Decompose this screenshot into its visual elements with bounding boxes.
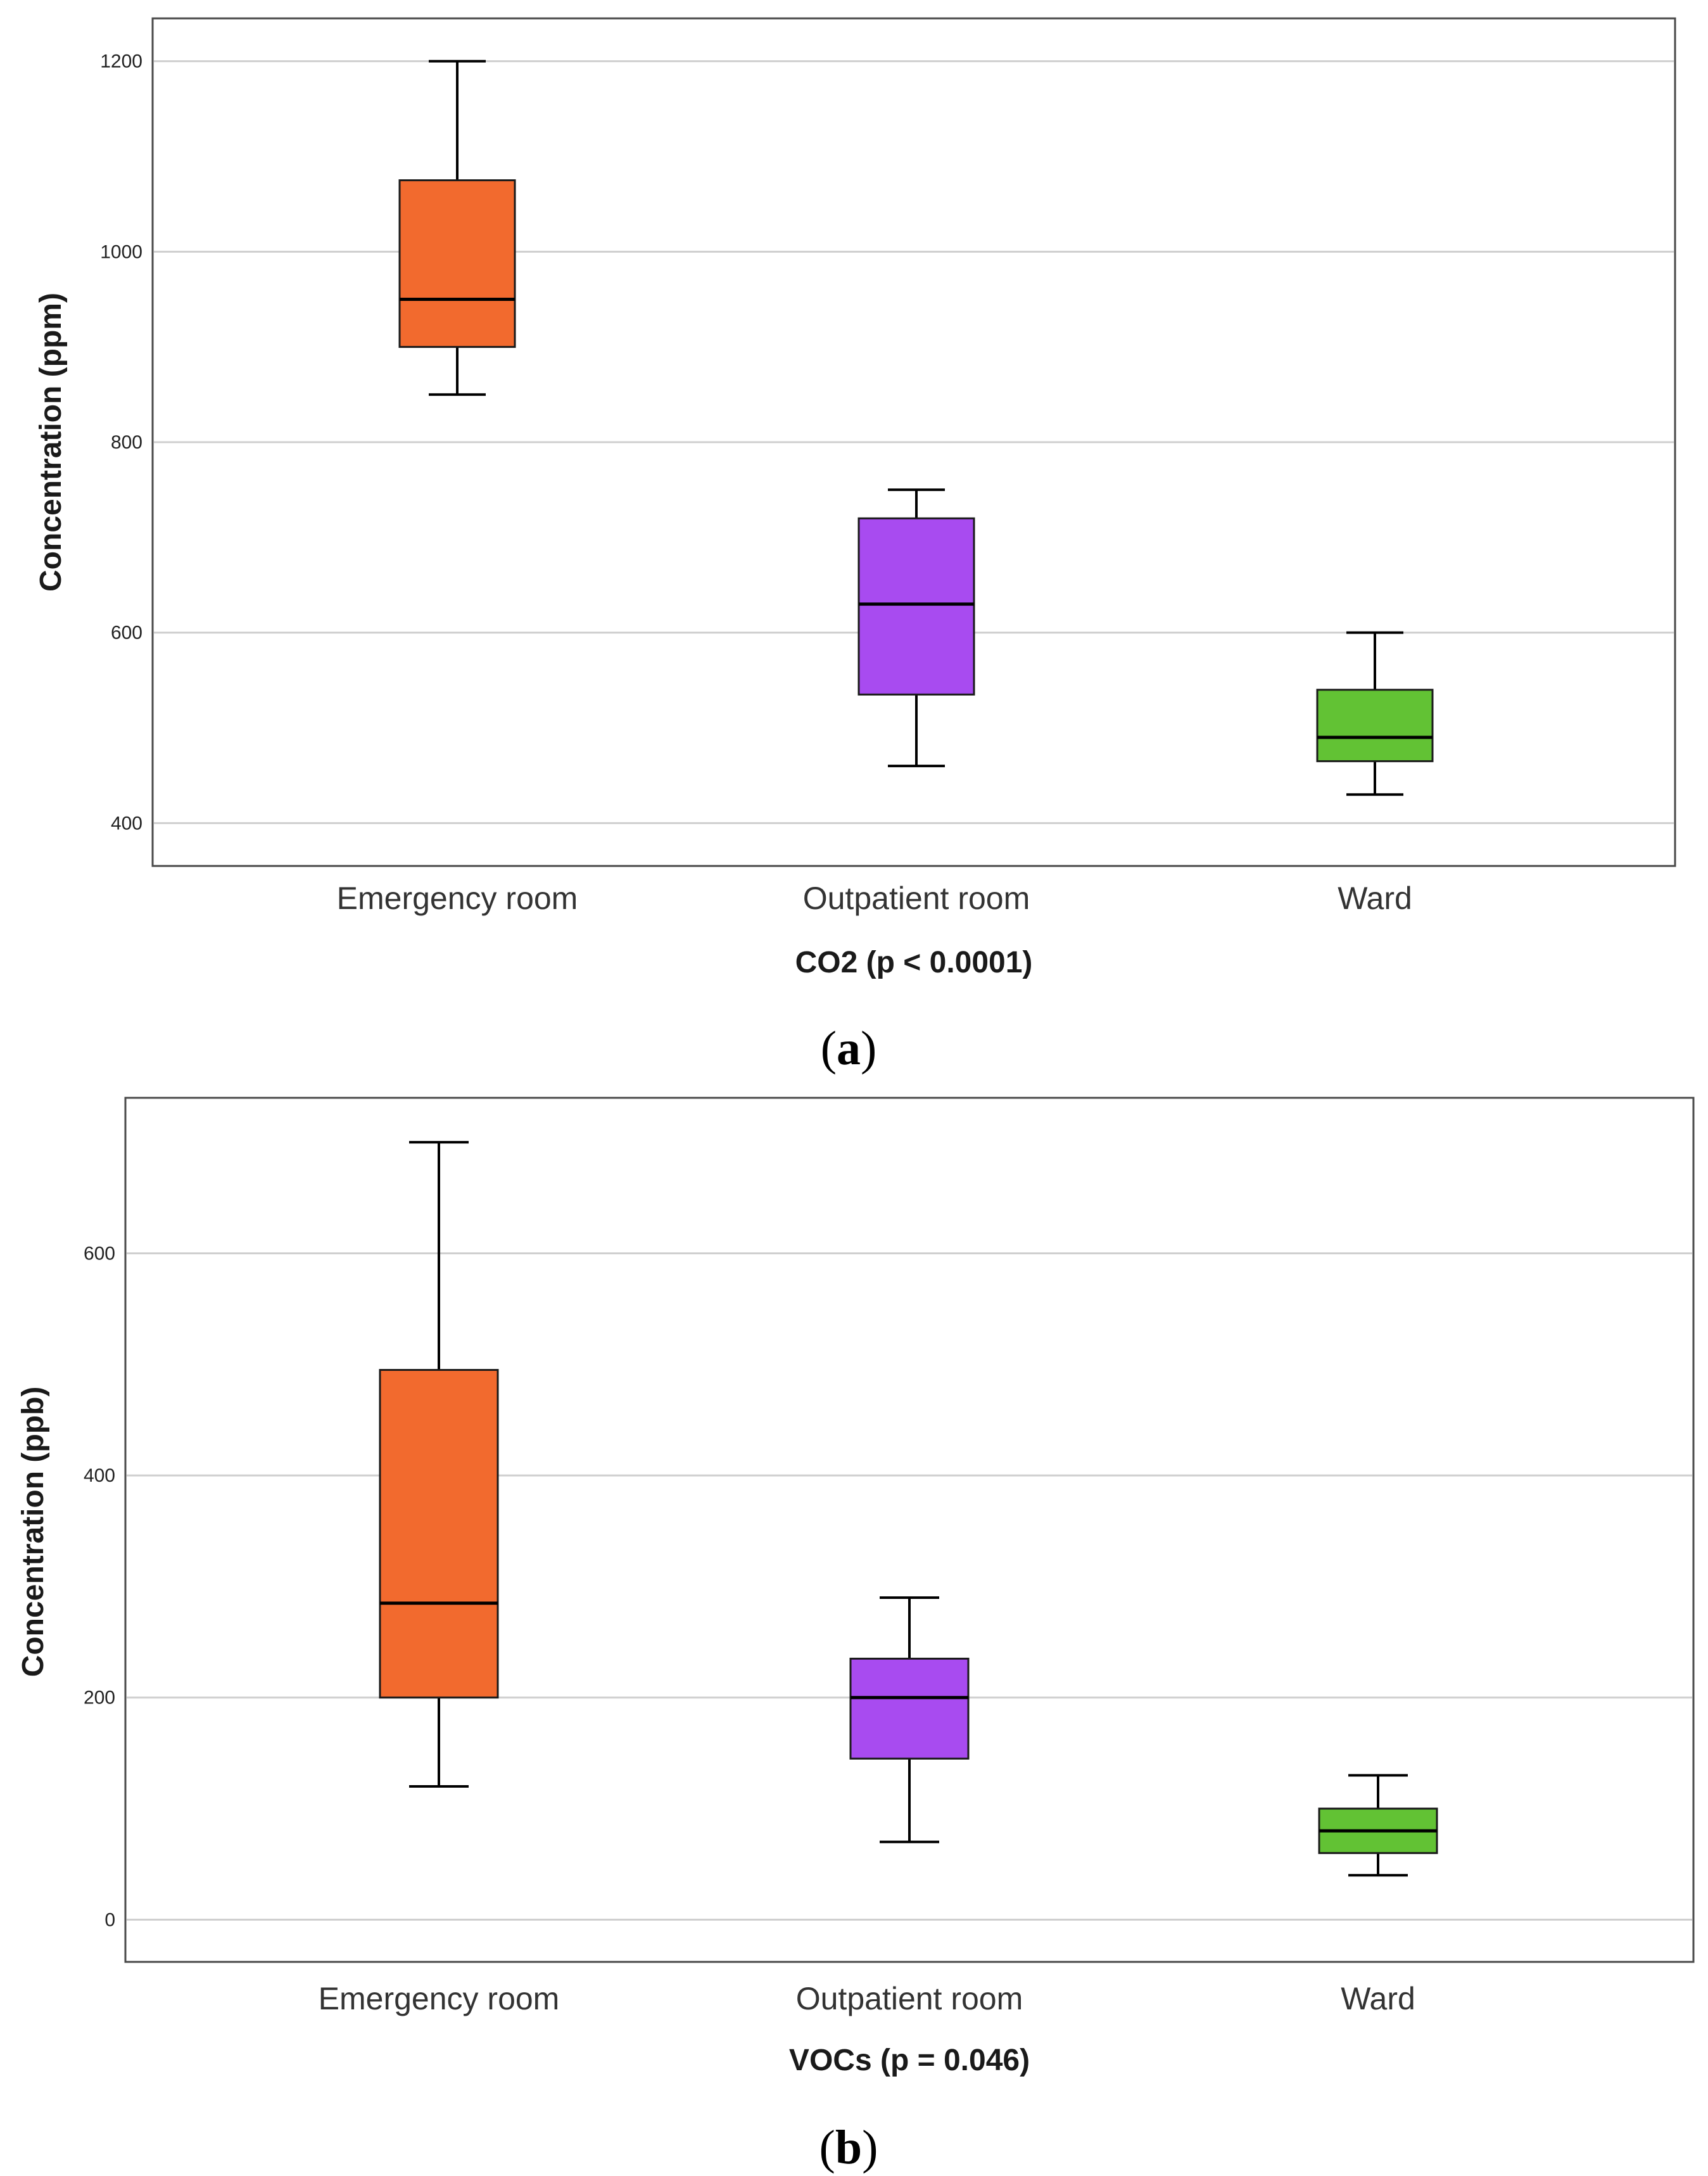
- y-tick-label: 800: [111, 432, 142, 453]
- box-emergency-room: [398, 60, 516, 396]
- category-labels-a: Emergency room Outpatient room Ward: [337, 881, 1412, 916]
- iqr-box: [849, 1657, 970, 1760]
- box-ward: [1318, 1774, 1438, 1877]
- y-tick-label: 1200: [100, 51, 142, 72]
- y-tick-label: 1000: [100, 241, 142, 262]
- panel-label-b: (b): [819, 2121, 878, 2174]
- x-axis-title-b: VOCs (p = 0.046): [789, 2044, 1030, 2077]
- y-tick-label: 0: [104, 1909, 115, 1930]
- y-tick-label: 200: [84, 1688, 115, 1708]
- y-tick-label: 400: [111, 813, 142, 834]
- y-tick-label: 400: [84, 1465, 115, 1486]
- box-outpatient-room: [857, 488, 975, 768]
- y-axis-title-b: Concentration (ppb): [16, 1387, 50, 1677]
- boxes-a: [398, 60, 1434, 796]
- panel-a: 400 600 800 1000 1200 Emergency room Outpatie…: [34, 17, 1676, 1075]
- y-tick-labels-b: 0 200 400 600: [84, 1243, 115, 1930]
- category-label: Emergency room: [319, 1981, 560, 2016]
- category-labels-b: Emergency room Outpatient room Ward: [319, 1981, 1415, 2016]
- box-emergency-room: [379, 1141, 499, 1788]
- boxes-b: [379, 1141, 1438, 1877]
- y-tick-label: 600: [84, 1243, 115, 1264]
- x-axis-title-a: CO2 (p < 0.0001): [795, 946, 1033, 979]
- iqr-box: [1316, 689, 1434, 763]
- panel-label-a: (a): [821, 1022, 877, 1075]
- iqr-box: [857, 517, 975, 696]
- iqr-box: [379, 1369, 499, 1699]
- category-label: Outpatient room: [796, 1981, 1023, 2016]
- box-ward: [1316, 631, 1434, 796]
- category-label: Ward: [1341, 1981, 1415, 2016]
- panel-b: 0 200 400 600 Emergency room Outpatient room…: [16, 1097, 1695, 2174]
- category-label: Ward: [1338, 881, 1412, 916]
- category-label: Outpatient room: [803, 881, 1030, 916]
- iqr-box: [398, 179, 516, 348]
- y-tick-label: 600: [111, 623, 142, 644]
- y-tick-labels-a: 400 600 800 1000 1200: [100, 51, 142, 834]
- category-label: Emergency room: [337, 881, 578, 916]
- box-outpatient-room: [849, 1596, 970, 1843]
- y-axis-title-a: Concentration (ppm): [34, 293, 68, 592]
